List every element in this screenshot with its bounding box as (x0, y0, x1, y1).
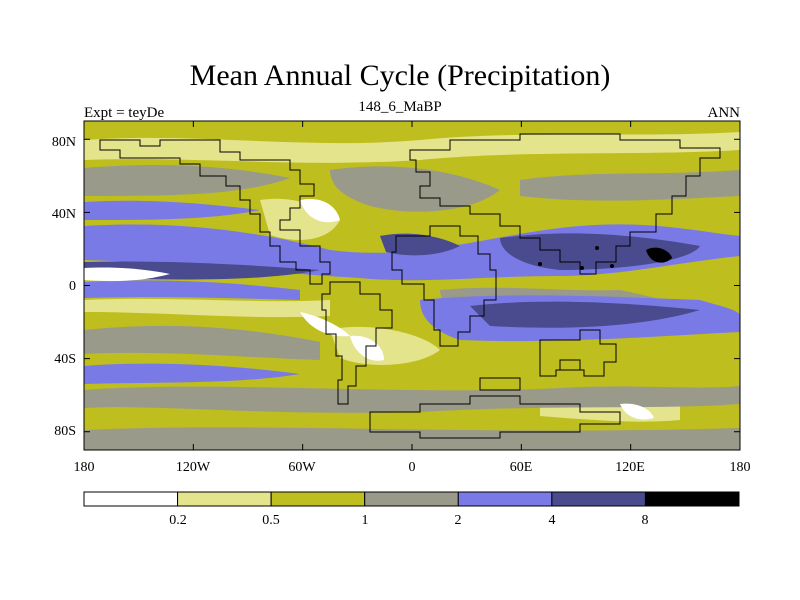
outline-island (559, 359, 581, 371)
field-white-south-america (350, 335, 384, 361)
field-white-south-pacific (300, 312, 350, 337)
field-pale-south-pacific (84, 298, 330, 318)
lat-tick-label: 40S (54, 352, 76, 367)
field-darkblue-africa (380, 233, 460, 256)
outline-eurasia (409, 133, 721, 275)
field-black-dot (610, 264, 614, 268)
lon-tick-label: 120E (615, 460, 645, 475)
colorbar-label: 2 (455, 513, 462, 528)
field-white-pacific (84, 267, 170, 282)
lon-tick-label: 180 (74, 460, 95, 475)
field-darkblue-indian (470, 301, 700, 328)
colorbar-swatch (457, 491, 553, 507)
outline-south-america (321, 281, 393, 405)
colorbar-label: 0.5 (262, 513, 280, 528)
field-blue-south-pacific (84, 363, 300, 384)
colorbar-label: 8 (642, 513, 649, 528)
lon-tick-label: 180 (730, 460, 751, 475)
outline-australia (539, 329, 617, 377)
colorbar-swatch (644, 491, 740, 507)
lon-tick-label: 60W (288, 460, 316, 475)
outline-island (479, 377, 521, 391)
outline-north-america (99, 139, 331, 285)
colorbar-swatch (177, 491, 272, 507)
colorbar-label: 4 (549, 513, 556, 528)
field-blue-north-pacific (84, 200, 260, 220)
field-grey-eurasia (330, 166, 500, 212)
map-title: Mean Annual Cycle (Precipitation) (189, 59, 611, 92)
lon-tick-label: 0 (409, 460, 416, 475)
field-grey-north-pacific (84, 165, 290, 196)
colorbar-label: 0.2 (169, 513, 187, 528)
map-subtitle: 148_6_MaBP (358, 99, 442, 115)
field-grey-south-pacific (84, 325, 320, 360)
lon-tick-label: 120W (176, 460, 211, 475)
lat-tick-label: 80S (54, 424, 76, 439)
field-black-dot (595, 246, 599, 250)
colorbar-swatch (551, 491, 646, 507)
colorbar-swatch (364, 491, 459, 507)
colorbar-swatch (270, 491, 366, 507)
field-black-max (646, 247, 672, 263)
outline-africa (391, 225, 497, 347)
outline-antarctica (369, 395, 621, 439)
field-black-dot (580, 266, 584, 270)
field-grey-southern-ocean (84, 386, 740, 413)
field-pale-north (84, 132, 740, 163)
field-blue-itcz (84, 280, 300, 300)
lon-tick-label: 60E (510, 460, 533, 475)
colorbar-label: 1 (362, 513, 369, 528)
axis-ticks (83, 121, 741, 450)
field-white-north-america (300, 198, 340, 223)
experiment-label: Expt = teyDe (84, 105, 165, 121)
lat-tick-label: 80N (52, 135, 76, 150)
field-grey-antarctica (84, 427, 740, 450)
field-black-dot (538, 262, 542, 266)
season-label: ANN (707, 105, 741, 121)
field-grey-asia (520, 170, 740, 201)
field-darkblue-asia-monsoon (500, 233, 700, 270)
continent-outlines (99, 133, 721, 439)
colorbar (83, 491, 740, 507)
lat-tick-label: 0 (69, 279, 76, 294)
precipitation-field (84, 121, 740, 450)
colorbar-swatch (83, 491, 179, 507)
lat-tick-label: 40N (52, 207, 76, 222)
field-white-antarctic (620, 403, 654, 420)
